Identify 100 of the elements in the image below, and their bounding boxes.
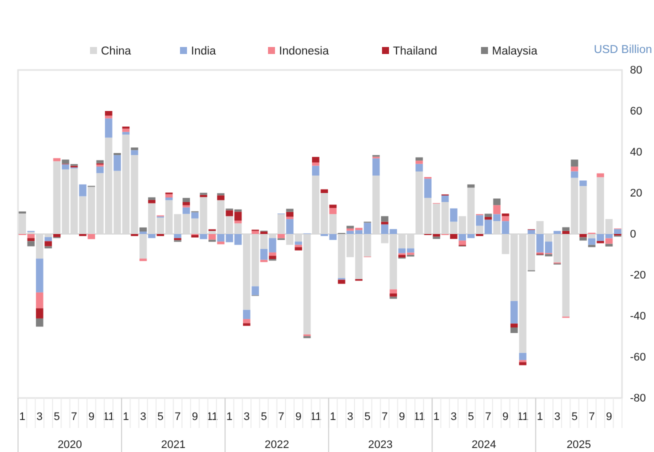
bar (122, 128, 130, 132)
bar (148, 197, 156, 200)
bar (528, 230, 536, 234)
bar (286, 208, 294, 212)
bar (562, 227, 570, 231)
text: 2022 (264, 439, 290, 451)
bar (424, 178, 432, 198)
x-tick-label: 5 (260, 410, 267, 423)
bar (182, 202, 190, 206)
text: 2025 (566, 439, 592, 451)
y-tick-label: 0 (630, 228, 636, 241)
bar (416, 157, 423, 161)
bar (372, 158, 380, 176)
bar (165, 198, 173, 200)
text: 2024 (472, 439, 496, 451)
legend-label: Indonesia (279, 46, 330, 58)
bar (278, 234, 285, 238)
x-tick-label: 1 (330, 410, 336, 423)
legend-label: Thailand (393, 46, 438, 58)
bar (174, 234, 182, 238)
x-tick-label: 9 (192, 410, 198, 423)
bar (605, 238, 613, 244)
bar (502, 216, 510, 222)
x-tick-label: 3 (140, 410, 146, 423)
bar (320, 189, 328, 193)
x-tick-label: 7 (588, 410, 595, 423)
bar (243, 323, 250, 326)
bar (416, 160, 423, 164)
bar (62, 160, 70, 164)
bar (554, 230, 561, 234)
y-tick-label: -40 (630, 310, 646, 323)
bar (234, 220, 242, 224)
x-tick-label: 5 (54, 410, 60, 423)
y-tick-label: -80 (630, 392, 646, 405)
bar (329, 204, 337, 208)
bar (139, 227, 147, 232)
bar (562, 230, 570, 234)
bar (130, 147, 138, 150)
bar (294, 247, 302, 250)
legend-label: Malaysia (492, 46, 538, 58)
bar (493, 198, 501, 206)
y-tick-label: 80 (630, 64, 642, 77)
bar (182, 198, 190, 202)
bar (104, 111, 112, 116)
bar (441, 195, 449, 202)
x-tick-label: 3 (450, 410, 457, 423)
bar (53, 234, 61, 238)
x-tick-label: 5 (571, 410, 578, 423)
bar (252, 286, 259, 296)
bar (165, 194, 173, 198)
bar (329, 208, 337, 214)
bar (579, 180, 587, 186)
bar (208, 234, 216, 240)
bar (36, 318, 44, 327)
bar (390, 293, 397, 297)
bar (294, 242, 302, 245)
x-tick-label: 3 (554, 410, 560, 423)
x-tick-label: 9 (88, 410, 94, 423)
bar (502, 221, 510, 234)
bar (579, 237, 587, 241)
bar (519, 352, 526, 360)
bar (217, 195, 224, 200)
x-tick-label: 7 (174, 410, 181, 423)
x-tick-label: 1 (19, 410, 26, 423)
bar (36, 308, 44, 318)
y-tick-label: 40 (630, 146, 642, 159)
x-tick-label: 9 (606, 410, 612, 423)
x-tick-label: 1 (122, 410, 129, 423)
bar (458, 240, 466, 245)
bar (579, 234, 587, 238)
x-tick-label: 5 (157, 410, 164, 423)
text: 2021 (161, 439, 186, 451)
bar (510, 301, 518, 324)
bar (148, 200, 156, 204)
y-tick-label: -20 (630, 270, 646, 282)
legend-label: India (191, 46, 217, 58)
bar (398, 254, 406, 258)
bar (450, 208, 458, 222)
bar (381, 216, 388, 222)
bar (390, 289, 397, 294)
bar (200, 234, 208, 240)
bar (252, 230, 259, 234)
text: 2020 (58, 439, 82, 451)
bar (27, 241, 35, 246)
bar (286, 216, 294, 220)
bar (570, 166, 578, 172)
bar (502, 214, 510, 216)
x-tick-label: 9 (502, 410, 509, 423)
x-tick-label: 5 (364, 410, 371, 423)
x-tick-label: 1 (536, 410, 544, 423)
bar (36, 258, 44, 292)
bar (79, 184, 86, 196)
bar (312, 166, 320, 176)
y-tick-label: 60 (630, 106, 642, 118)
bar (286, 212, 294, 217)
bar (27, 238, 35, 242)
bar (312, 156, 320, 162)
bar (104, 118, 112, 138)
bar (450, 234, 458, 239)
bar (570, 171, 578, 178)
